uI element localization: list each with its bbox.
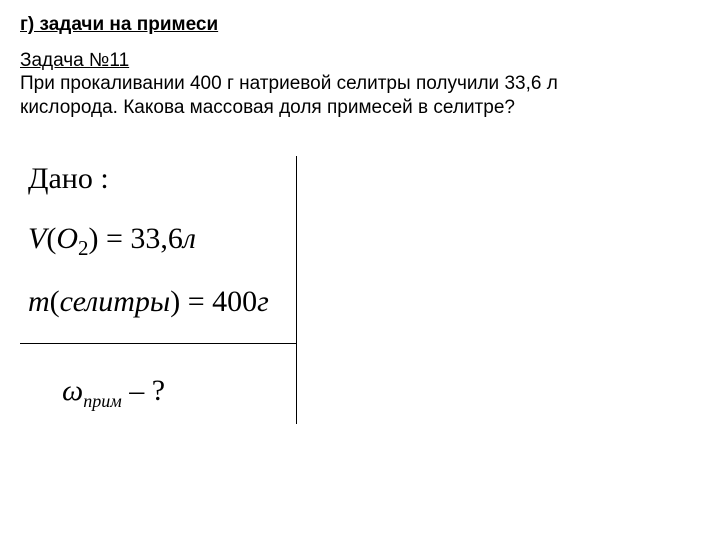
- volume-symbol: V: [28, 222, 46, 255]
- species-o: O: [56, 222, 78, 255]
- section-heading: г) задачи на примеси: [20, 14, 700, 36]
- page: г) задачи на примеси Задача №11 При прок…: [0, 0, 720, 412]
- mass-word: селитры: [60, 285, 171, 318]
- task-text-line1: При прокаливании 400 г натриевой селитры…: [20, 73, 558, 94]
- vertical-divider: [296, 156, 297, 424]
- task-number: Задача №11: [20, 50, 700, 72]
- close-paren-mass: ): [170, 285, 180, 318]
- task-text-line2: кислорода. Какова массовая доля примесей…: [20, 97, 515, 118]
- species-subscript: 2: [78, 236, 89, 260]
- open-paren-mass: (: [50, 285, 60, 318]
- equals: =: [99, 222, 131, 255]
- find-tail: – ?: [122, 374, 165, 407]
- task-text: При прокаливании 400 г натриевой селитры…: [20, 72, 700, 120]
- open-paren: (: [46, 222, 56, 255]
- mass-value: 400: [212, 285, 257, 318]
- omega-subscript: прим: [83, 391, 122, 411]
- equals-mass: =: [180, 285, 212, 318]
- mass-unit: г: [257, 285, 269, 318]
- find-line: ωприм – ?: [62, 374, 355, 412]
- mass-symbol: m: [28, 285, 50, 318]
- volume-unit: л: [183, 222, 196, 255]
- horizontal-divider: [20, 343, 296, 344]
- given-mass-line: m(селитры) = 400г: [28, 285, 355, 319]
- given-find-block: Дано : V(O2) = 33,6л m(селитры) = 400г ω…: [20, 162, 355, 412]
- close-paren: ): [89, 222, 99, 255]
- given-volume-line: V(O2) = 33,6л: [28, 222, 355, 261]
- volume-value: 33,6: [130, 222, 183, 255]
- given-label: Дано :: [28, 162, 355, 196]
- omega-symbol: ω: [62, 374, 83, 407]
